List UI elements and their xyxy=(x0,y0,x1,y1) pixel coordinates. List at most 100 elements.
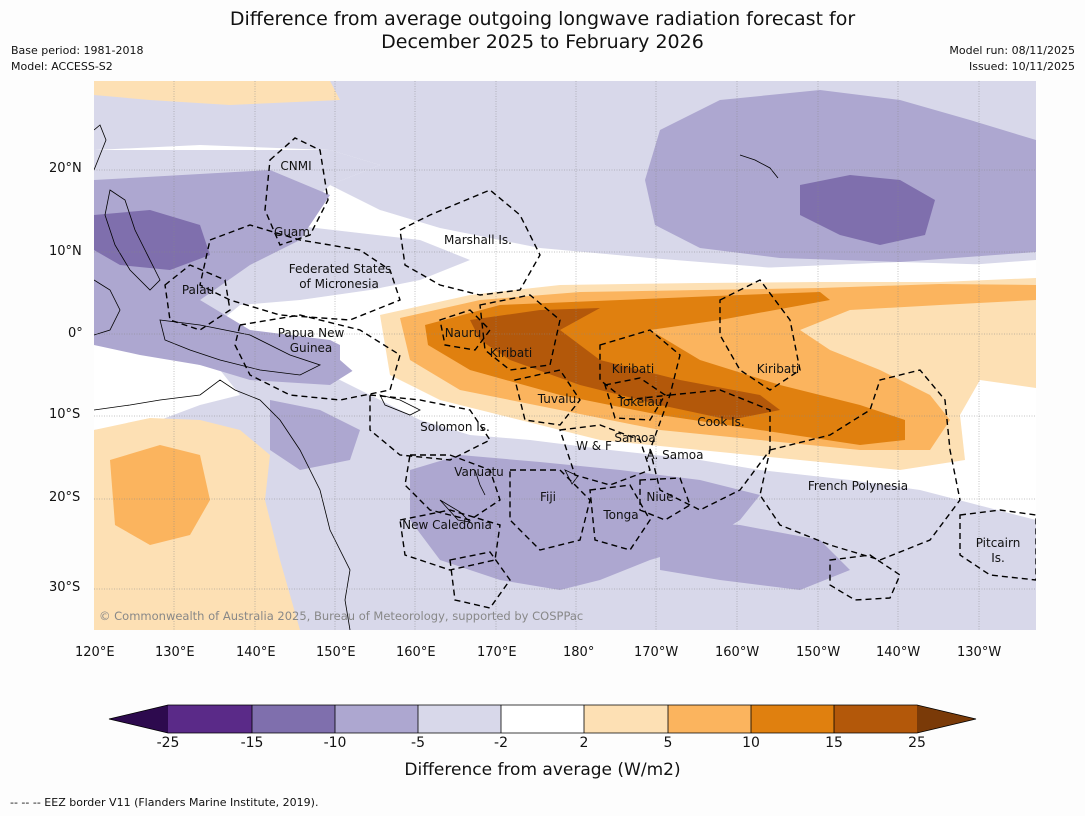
copyright-text: © Commonwealth of Australia 2025, Bureau… xyxy=(99,609,584,623)
meta-right: Model run: 08/11/2025 Issued: 10/11/2025 xyxy=(949,43,1075,75)
region-label: Is. xyxy=(991,551,1005,565)
eez-wallis-samoa xyxy=(559,424,651,486)
region-label: French Polynesia xyxy=(807,479,909,493)
lon-label: 150°W xyxy=(796,645,841,660)
eez-legend-note: -- -- -- EEZ border V11 (Flanders Marine… xyxy=(10,796,319,809)
cb-p15-p25 xyxy=(834,705,917,733)
eez-solomon xyxy=(369,394,492,461)
region-label: Tonga xyxy=(603,508,639,522)
lon-label: 180° xyxy=(563,645,595,660)
neg-mid-coral xyxy=(270,400,360,470)
lon-label: 160°E xyxy=(396,645,436,660)
region-label: Cook Is. xyxy=(697,415,745,429)
coastlines xyxy=(94,124,779,630)
region-label: Fiji xyxy=(539,490,557,504)
title-line-2: December 2025 to February 2026 xyxy=(381,31,704,53)
eez-tokelau xyxy=(604,377,666,421)
region-label: Kiribati xyxy=(756,362,800,376)
region-label: Tuvalu xyxy=(537,392,577,406)
eez-new-caledonia xyxy=(399,509,501,571)
cb-lt25 xyxy=(109,705,168,733)
coast-hawaii xyxy=(739,154,779,179)
region-label: A. Samoa xyxy=(646,448,704,462)
coast-borneo xyxy=(94,279,121,336)
cb-p2-p5 xyxy=(584,705,668,733)
eez-kermadec xyxy=(829,554,901,601)
region-label: Guinea xyxy=(289,341,333,355)
base-period: Base period: 1981-2018 xyxy=(11,44,144,57)
coast-new-caledonia xyxy=(439,499,472,523)
graticule xyxy=(94,81,1036,630)
region-label: Kiribati xyxy=(611,362,655,376)
lon-label: 170°W xyxy=(634,645,679,660)
region-label: Vanuatu xyxy=(454,465,504,479)
cb-m25-m15 xyxy=(168,705,252,733)
lat-label: 20°S xyxy=(49,490,81,505)
neg-strong-west xyxy=(94,210,210,270)
region-label: Guam xyxy=(274,225,310,239)
lat-label: 30°S xyxy=(49,580,81,595)
map-area xyxy=(94,81,1036,630)
region-label: CNMI xyxy=(280,159,312,173)
eez-borders xyxy=(164,137,1036,609)
meta-left: Base period: 1981-2018 Model: ACCESS-S2 xyxy=(11,43,143,75)
eez-marshall xyxy=(399,189,541,296)
colorbar-title: Difference from average (W/m2) xyxy=(404,760,681,780)
lon-label: 130°W xyxy=(957,645,1002,660)
model-run: Model run: 08/11/2025 xyxy=(949,44,1075,57)
neg-light-region xyxy=(94,150,1036,630)
lon-label: 140°W xyxy=(876,645,921,660)
colorbar-tick: -25 xyxy=(156,735,180,751)
region-label: of Micronesia xyxy=(299,277,379,291)
pos-mid-australia xyxy=(110,445,210,545)
eez-png xyxy=(234,314,401,401)
eez-niue xyxy=(639,477,691,521)
cb-m2-p2 xyxy=(501,705,584,733)
lat-label: 10°N xyxy=(49,244,82,259)
eez-cnmi xyxy=(264,137,329,246)
colorbar-tick: 5 xyxy=(663,735,673,751)
colorbar-tick: 2 xyxy=(579,735,589,751)
eez-palau xyxy=(164,264,231,331)
title-line-1: Difference from average outgoing longwav… xyxy=(229,8,856,30)
colorbar-tick: -2 xyxy=(494,735,508,751)
coast-new-guinea xyxy=(159,319,322,376)
cb-p10-p15 xyxy=(751,705,834,733)
colorbar-tick: 15 xyxy=(825,735,843,751)
coast-solomon xyxy=(379,394,421,416)
eez-nauru xyxy=(439,309,491,351)
model-name: Model: ACCESS-S2 xyxy=(11,60,113,73)
neg-strong-north xyxy=(800,175,935,245)
eez-kiribati-east xyxy=(719,279,801,391)
neg-mid-north xyxy=(645,90,1036,262)
cb-outline xyxy=(108,704,977,734)
eez-french-polynesia xyxy=(759,369,961,561)
region-label: Tokelau xyxy=(617,395,663,409)
lon-label: 160°W xyxy=(715,645,760,660)
coast-fiji xyxy=(564,469,579,485)
lon-label: 140°E xyxy=(236,645,276,660)
region-label: Samoa xyxy=(614,431,656,445)
eez-fsm xyxy=(199,224,401,321)
coast-australia xyxy=(94,379,351,630)
region-label: Papua New xyxy=(277,326,345,340)
region-label: Marshall Is. xyxy=(444,233,512,247)
coast-vanuatu xyxy=(474,469,486,496)
eez-cook xyxy=(649,389,771,511)
issued-date: Issued: 10/11/2025 xyxy=(968,60,1075,73)
lon-label: 170°E xyxy=(477,645,517,660)
eez-kiribati-west xyxy=(479,294,561,371)
region-label: W & F xyxy=(576,439,612,453)
pos-light-north xyxy=(94,81,340,105)
cb-m15-m10 xyxy=(252,705,335,733)
region-label: Nauru xyxy=(444,326,482,340)
region-label: Kiribati xyxy=(489,346,533,360)
lon-label: 150°E xyxy=(316,645,356,660)
colorbar-tick: -5 xyxy=(411,735,425,751)
colorbar-tick: 10 xyxy=(742,735,760,751)
eez-norfolk xyxy=(449,551,511,609)
colorbar-tick: 25 xyxy=(908,735,926,751)
region-label: Federated States xyxy=(288,262,392,276)
lon-label: 130°E xyxy=(155,645,195,660)
